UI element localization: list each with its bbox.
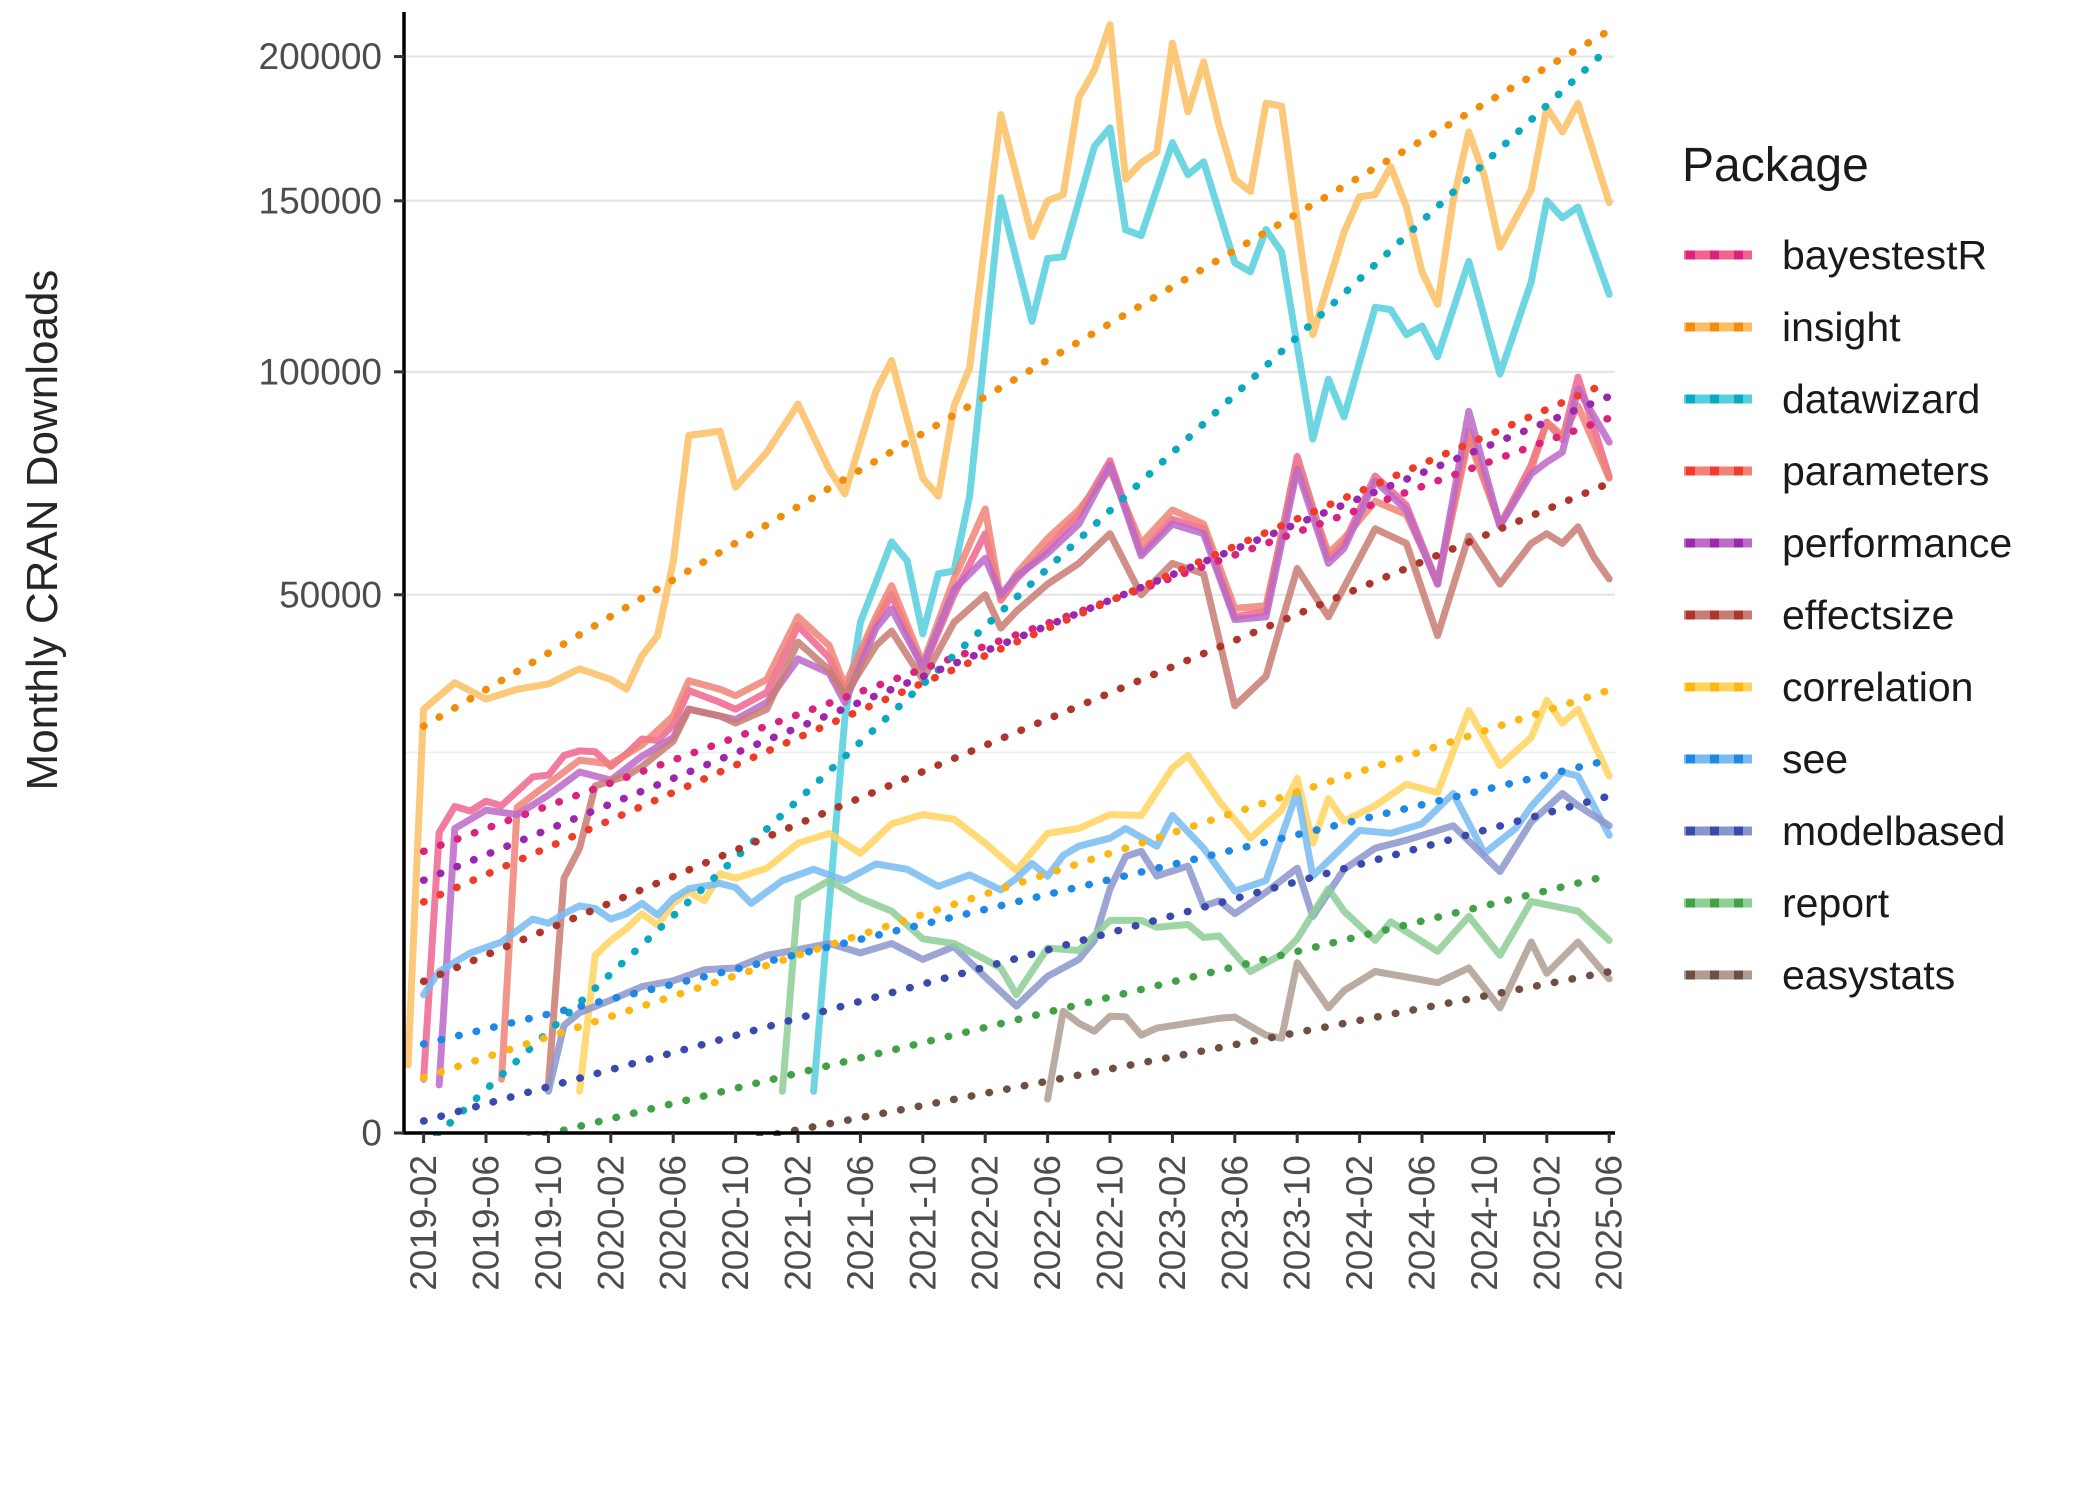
- x-tick-label-2022-02: 2022-02: [965, 1155, 1006, 1291]
- series-trend-report: [523, 871, 1613, 1136]
- legend-item-parameters: parameters: [1682, 435, 2012, 507]
- legend-item-easystats: easystats: [1682, 939, 2012, 1011]
- y-tick-label-100000: 100000: [259, 351, 382, 392]
- x-tick-label-2023-02: 2023-02: [1152, 1155, 1193, 1291]
- y-tick-label-0: 0: [361, 1113, 382, 1154]
- x-tick-label-2022-06: 2022-06: [1027, 1155, 1068, 1291]
- series-line-effectsize: [544, 523, 1613, 1089]
- legend-label-easystats: easystats: [1782, 951, 1956, 998]
- legend-title: Package: [1682, 139, 1869, 192]
- series-line-insight: [404, 21, 1613, 1069]
- series-trend-bayestestR: [419, 414, 1613, 856]
- legend-key-icon-datawizard: [1684, 394, 1752, 404]
- series-line-modelbased: [544, 790, 1613, 1095]
- legend-item-modelbased: modelbased: [1682, 795, 2012, 867]
- legend-label-datawizard: datawizard: [1782, 375, 1981, 422]
- legend-key-icon-insight: [1684, 322, 1752, 332]
- legend-key-icon-performance: [1684, 538, 1752, 548]
- x-tick-label-2022-10: 2022-10: [1090, 1155, 1131, 1291]
- legend-items: bayestestR insight datawizard parameters per…: [1682, 219, 2012, 1011]
- series-line-report: [778, 877, 1613, 1095]
- legend-label-parameters: parameters: [1782, 447, 1990, 494]
- x-tick-label-2019-02: 2019-02: [403, 1155, 444, 1291]
- x-tick-label-2025-02: 2025-02: [1526, 1155, 1567, 1291]
- series-trend-modelbased: [419, 792, 1613, 1125]
- series-trend-see: [419, 756, 1613, 1048]
- legend-label-modelbased: modelbased: [1782, 807, 2006, 854]
- legend-item-insight: insight: [1682, 291, 2012, 363]
- series-trend-datawizard: [430, 43, 1613, 1136]
- legend-item-effectsize: effectsize: [1682, 579, 2012, 651]
- series-trend-easystats: [746, 967, 1613, 1136]
- legend-item-correlation: correlation: [1682, 651, 2012, 723]
- x-tick-label-2020-02: 2020-02: [590, 1155, 631, 1291]
- series-trend-parameters: [419, 378, 1613, 906]
- legend-label-correlation: correlation: [1782, 663, 1974, 710]
- x-tick-label-2023-06: 2023-06: [1214, 1155, 1255, 1291]
- x-tick-label-2020-10: 2020-10: [715, 1155, 756, 1291]
- y-tick-label-150000: 150000: [259, 180, 382, 221]
- x-tick-label-2025-06: 2025-06: [1589, 1155, 1630, 1291]
- x-tick-label-2024-06: 2024-06: [1402, 1155, 1443, 1291]
- legend-key-icon-effectsize: [1684, 610, 1752, 620]
- legend-label-bayestestR: bayestestR: [1782, 231, 1988, 278]
- legend-key-icon-easystats: [1684, 970, 1752, 980]
- x-tick-label-2021-02: 2021-02: [778, 1155, 819, 1291]
- x-tick-label-2024-02: 2024-02: [1339, 1155, 1380, 1291]
- series-trend-effectsize: [419, 479, 1613, 986]
- series-line-performance: [435, 385, 1613, 1089]
- legend-key-icon-see: [1684, 754, 1752, 764]
- legend-label-see: see: [1782, 735, 1849, 782]
- legend-item-datawizard: datawizard: [1682, 363, 2012, 435]
- legend-label-performance: performance: [1782, 519, 2013, 566]
- x-tick-label-2019-06: 2019-06: [466, 1155, 507, 1291]
- legend-key-icon-correlation: [1684, 682, 1752, 692]
- legend-item-report: report: [1682, 867, 2012, 939]
- series-line-bayestestR: [420, 373, 1613, 1083]
- x-tick-label-2021-10: 2021-10: [902, 1155, 943, 1291]
- legend-item-performance: performance: [1682, 507, 2012, 579]
- x-tick-label-2024-10: 2024-10: [1464, 1155, 1505, 1291]
- legend-label-report: report: [1782, 879, 1890, 926]
- series-trend-performance: [419, 392, 1613, 885]
- series-line-see: [420, 768, 1613, 999]
- legend-key-icon-bayestestR: [1684, 250, 1752, 260]
- legend-key-icon-modelbased: [1684, 826, 1752, 836]
- x-tick-label-2021-06: 2021-06: [840, 1155, 881, 1291]
- legend-label-insight: insight: [1782, 303, 1901, 350]
- series-line-datawizard: [810, 124, 1613, 1095]
- series-line-easystats: [1044, 938, 1613, 1103]
- legend-key-icon-parameters: [1684, 466, 1752, 476]
- legend-item-bayestestR: bayestestR: [1682, 219, 2012, 291]
- x-tick-label-2023-10: 2023-10: [1277, 1155, 1318, 1291]
- y-tick-label-200000: 200000: [259, 36, 382, 77]
- legend-key-icon-report: [1684, 898, 1752, 908]
- legend-item-see: see: [1682, 723, 2012, 795]
- legend: Package bayestestR insight datawizard param…: [1682, 138, 2012, 1011]
- legend-label-effectsize: effectsize: [1782, 591, 1955, 638]
- y-tick-label-50000: 50000: [279, 574, 382, 615]
- x-tick-label-2020-06: 2020-06: [653, 1155, 694, 1291]
- x-tick-label-2019-10: 2019-10: [528, 1155, 569, 1291]
- series-trend-insight: [419, 26, 1613, 730]
- y-axis-title: Monthly CRAN Downloads: [18, 269, 67, 791]
